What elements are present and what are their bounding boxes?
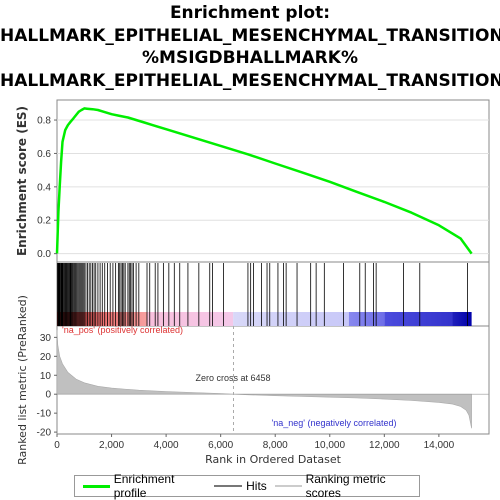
title-line-1: Enrichment plot: bbox=[169, 3, 331, 23]
gradient-segment bbox=[384, 312, 453, 326]
es-tick-label: 0.6 bbox=[37, 149, 51, 160]
gradient-segment bbox=[233, 312, 349, 326]
x-tick-label: 12,000 bbox=[369, 440, 400, 451]
x-tick-label: 4,000 bbox=[154, 440, 179, 451]
x-axis-title: Rank in Ordered Dataset bbox=[205, 453, 342, 466]
legend-item-enrichment: Enrichment profile bbox=[83, 472, 206, 500]
title-line-3: %MSIGDBHALLMARK% bbox=[142, 48, 358, 68]
legend: Enrichment profile Hits Ranking metric s… bbox=[74, 472, 420, 500]
enrichment-profile-line bbox=[55, 107, 473, 255]
hits-swatch bbox=[214, 485, 243, 487]
metric-tick-label: 30 bbox=[40, 333, 52, 344]
title-line-2: HALLMARK_EPITHELIAL_MESENCHYMAL_TRANSITI… bbox=[0, 25, 500, 46]
gradient-segment bbox=[452, 312, 472, 326]
es-y-axis-title: Enrichment score (ES) bbox=[15, 106, 29, 256]
pos-correlated-label: 'na_pos' (positively correlated) bbox=[62, 325, 183, 335]
neg-correlated-label: 'na_neg' (negatively correlated) bbox=[271, 418, 396, 428]
es-gridlines bbox=[57, 119, 489, 255]
x-tick-label: 8,000 bbox=[263, 440, 288, 451]
x-tick-label: 2,000 bbox=[99, 440, 124, 451]
correlation-gradient-bar bbox=[57, 312, 472, 326]
gradient-segment bbox=[348, 312, 385, 326]
metric-tick-label: 10 bbox=[40, 371, 52, 382]
chart-title: Enrichment plot: HALLMARK_EPITHELIAL_MES… bbox=[0, 2, 500, 92]
hit-lines bbox=[57, 263, 468, 326]
axes: 0.0 0.2 0.4 0.6 0.8 -20 -10 0 10 20 30 0 2,000 4,000 6… bbox=[37, 116, 455, 451]
legend-item-ranked: Ranking metric scores bbox=[274, 472, 419, 500]
x-tick-label: 0 bbox=[54, 440, 60, 451]
es-series bbox=[55, 107, 473, 255]
es-tick-label: 0.4 bbox=[37, 182, 51, 193]
metric-tick-label: 0 bbox=[45, 390, 51, 401]
x-tick-label: 10,000 bbox=[314, 440, 345, 451]
gradient-segment bbox=[147, 312, 234, 326]
es-tick-label: 0.0 bbox=[37, 249, 51, 260]
legend-label-enrichment: Enrichment profile bbox=[113, 472, 175, 500]
title-line-4: HALLMARK_EPITHELIAL_MESENCHYMAL_TRANSITI… bbox=[0, 70, 500, 91]
metric-tick-label: -20 bbox=[37, 428, 52, 439]
zero-cross-label: Zero cross at 6458 bbox=[195, 373, 270, 383]
metric-series bbox=[56, 329, 489, 429]
es-tick-label: 0.2 bbox=[37, 216, 51, 227]
x-tick-label: 6,000 bbox=[208, 440, 233, 451]
metric-tick-label: -10 bbox=[37, 409, 52, 420]
es-tick-label: 0.8 bbox=[37, 116, 51, 127]
legend-item-hits: Hits bbox=[214, 479, 267, 493]
legend-label-ranked: Ranking metric scores bbox=[305, 472, 386, 500]
enrichment-swatch bbox=[83, 484, 110, 488]
ranked-swatch bbox=[274, 485, 302, 487]
x-tick-label: 14,000 bbox=[424, 440, 455, 451]
legend-label-hits: Hits bbox=[246, 479, 267, 493]
metric-y-axis-title: Ranked list metric (PreRanked) bbox=[16, 295, 29, 465]
metric-tick-label: 20 bbox=[40, 352, 52, 363]
es-panel-frame bbox=[56, 99, 490, 263]
metric-panel-frame bbox=[56, 325, 490, 435]
